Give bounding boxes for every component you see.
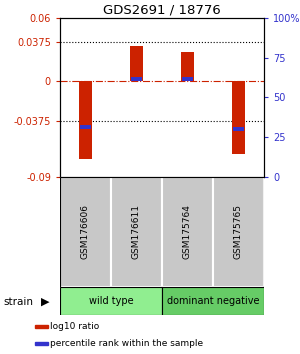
Text: dominant negative: dominant negative — [167, 296, 259, 306]
Bar — [181, 52, 194, 81]
Bar — [182, 77, 193, 81]
Bar — [162, 177, 213, 287]
Text: GSM175765: GSM175765 — [234, 204, 243, 259]
Text: log10 ratio: log10 ratio — [50, 322, 99, 331]
Text: wild type: wild type — [89, 296, 133, 306]
Bar — [79, 81, 92, 159]
Bar — [131, 77, 142, 81]
Bar — [60, 177, 111, 287]
Text: ▶: ▶ — [40, 297, 49, 307]
Text: GSM176611: GSM176611 — [132, 204, 141, 259]
Bar — [213, 177, 264, 287]
Text: strain: strain — [3, 297, 33, 307]
Text: GSM175764: GSM175764 — [183, 204, 192, 259]
Bar — [60, 287, 162, 315]
Text: GSM176606: GSM176606 — [81, 204, 90, 259]
Bar — [233, 127, 244, 131]
Bar — [162, 287, 264, 315]
Bar — [130, 46, 143, 81]
Bar — [232, 81, 245, 154]
Title: GDS2691 / 18776: GDS2691 / 18776 — [103, 4, 221, 17]
Bar — [80, 125, 91, 129]
Bar — [111, 177, 162, 287]
Text: percentile rank within the sample: percentile rank within the sample — [50, 339, 203, 348]
Bar — [35, 342, 48, 344]
Bar — [35, 325, 48, 328]
